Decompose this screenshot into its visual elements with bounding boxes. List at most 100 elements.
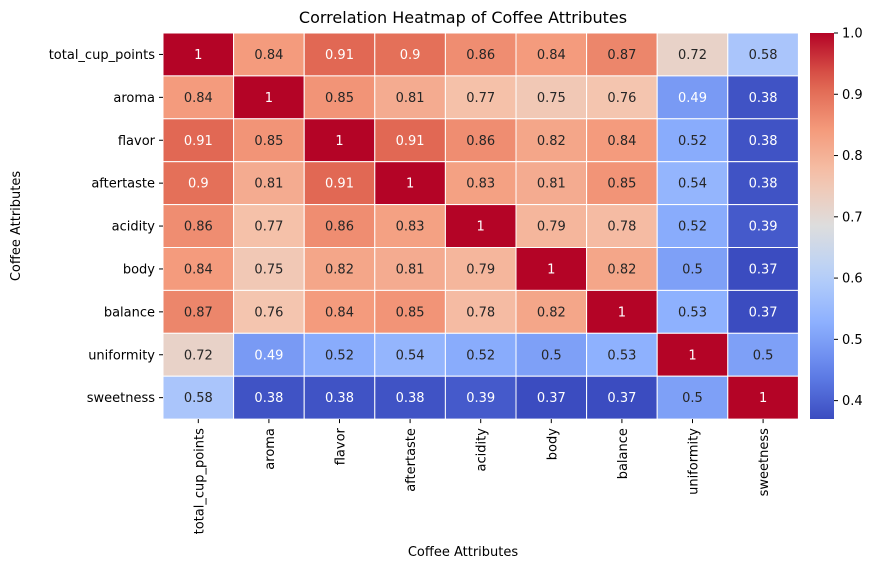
heatmap-cell-aroma-uniformity [656, 75, 729, 120]
cell-value-label: 0.83 [466, 177, 495, 192]
heatmap-cell-flavor-sweetness [727, 118, 799, 163]
cell-value-label: 1 [406, 177, 414, 192]
cell-value-label: 0.52 [678, 134, 707, 149]
heatmap-cell-acidity-flavor [303, 204, 376, 249]
heatmap-cell-uniformity-balance [586, 332, 658, 377]
x-tick-label: body [545, 428, 560, 460]
x-tick-label: aroma [263, 428, 278, 470]
cell-value-label: 0.85 [396, 305, 425, 320]
colorbar-tick-label: 0.7 [842, 210, 863, 225]
heatmap-cell-body-body [515, 247, 588, 291]
heatmap-cell-total_cup_points-uniformity [656, 32, 729, 77]
heatmap-cell-flavor-balance [586, 118, 658, 163]
cell-value-label: 0.54 [396, 348, 425, 363]
colorbar-gradient [810, 33, 834, 419]
cell-value-label: 0.75 [254, 262, 283, 277]
x-tick-label: acidity [475, 428, 490, 472]
heatmap-cell-sweetness-acidity [444, 375, 517, 420]
heatmap-cell-balance-aroma [233, 289, 305, 334]
heatmap-cell-uniformity-sweetness [727, 332, 799, 377]
heatmap-cell-total_cup_points-aroma [233, 32, 305, 77]
cell-value-label: 0.79 [466, 262, 495, 277]
heatmap-cell-acidity-sweetness [727, 204, 799, 249]
cell-value-label: 0.84 [325, 305, 354, 320]
heatmap-cell-total_cup_points-total_cup_points [162, 32, 235, 77]
cell-value-label: 0.58 [749, 48, 778, 63]
cell-value-label: 0.49 [254, 348, 283, 363]
cell-value-label: 1 [688, 348, 696, 363]
x-tick-label: uniformity [687, 428, 702, 495]
heatmap-cell-acidity-balance [586, 204, 658, 249]
y-tick-label: body [123, 262, 155, 277]
cell-value-label: 0.38 [396, 391, 425, 406]
cell-value-label: 0.82 [607, 262, 636, 277]
heatmap-cell-acidity-aftertaste [374, 204, 446, 249]
cell-value-label: 0.37 [537, 391, 566, 406]
cell-value-label: 0.38 [325, 391, 354, 406]
heatmap-cell-aroma-balance [586, 75, 658, 120]
cell-value-label: 0.72 [184, 348, 213, 363]
x-tick-label: sweetness [757, 428, 772, 497]
cell-value-label: 0.77 [466, 91, 495, 106]
heatmap-cell-aroma-sweetness [727, 75, 799, 120]
y-tick-label: flavor [118, 134, 156, 149]
heatmap-cell-uniformity-total_cup_points [162, 332, 235, 377]
heatmap-cell-body-acidity [444, 247, 517, 291]
cell-value-label: 0.38 [749, 177, 778, 192]
cell-value-label: 0.83 [396, 220, 425, 235]
cell-value-label: 0.37 [749, 305, 778, 320]
colorbar: 0.4 0.5 0.6 0.7 0.8 0.9 1.0 [810, 27, 863, 419]
x-tick-label: balance [616, 428, 631, 479]
chart-title: Correlation Heatmap of Coffee Attributes [299, 8, 627, 27]
cell-value-label: 0.91 [184, 134, 213, 149]
heatmap-cell-sweetness-body [515, 375, 588, 420]
heatmap-cell-body-flavor [303, 247, 376, 291]
y-tick-label: sweetness [87, 391, 156, 406]
cell-value-label: 0.49 [678, 91, 707, 106]
cell-value-label: 0.79 [537, 220, 566, 235]
cell-value-label: 0.77 [254, 220, 283, 235]
cell-value-label: 0.5 [753, 348, 774, 363]
cell-value-label: 1 [194, 48, 202, 63]
heatmap-cell-acidity-body [515, 204, 588, 249]
heatmap-cell-uniformity-flavor [303, 332, 376, 377]
cell-value-label: 0.82 [537, 134, 566, 149]
heatmap-cell-aftertaste-sweetness [727, 161, 799, 206]
heatmap-cell-balance-balance [586, 289, 658, 334]
cell-value-label: 0.54 [678, 177, 707, 192]
cell-value-label: 0.78 [466, 305, 495, 320]
y-tick-label: total_cup_points [49, 48, 156, 63]
heatmap-cell-flavor-acidity [444, 118, 517, 163]
heatmap-cell-total_cup_points-flavor [303, 32, 376, 77]
cell-value-label: 1 [477, 220, 485, 235]
cell-value-label: 0.58 [184, 391, 213, 406]
cell-value-label: 0.81 [396, 262, 425, 277]
cell-value-label: 0.81 [537, 177, 566, 192]
colorbar-tick-label: 0.8 [842, 149, 863, 164]
cell-value-label: 1 [265, 91, 273, 106]
heatmap-cell-flavor-flavor [303, 118, 376, 163]
heatmap-cell-uniformity-aftertaste [374, 332, 446, 377]
heatmap-cell-total_cup_points-body [515, 32, 588, 77]
cell-value-label: 0.39 [466, 391, 495, 406]
cell-value-label: 0.85 [325, 91, 354, 106]
cell-value-label: 0.86 [466, 48, 495, 63]
cell-value-label: 0.37 [607, 391, 636, 406]
heatmap-cell-uniformity-body [515, 332, 588, 377]
heatmap-cell-acidity-total_cup_points [162, 204, 235, 249]
heatmap-cell-flavor-aftertaste [374, 118, 446, 163]
heatmap-cells: 1 0.84 0.91 0.9 0.86 0.84 0.87 0.72 0.580.84 1 0.8… [162, 32, 799, 420]
x-tick-labels: total_cup_points aroma flavor aftertaste aci… [192, 419, 772, 534]
heatmap-cell-body-aroma [233, 247, 305, 291]
heatmap-cell-aftertaste-aftertaste [374, 161, 446, 206]
cell-value-label: 1 [547, 262, 555, 277]
y-tick-label: aftertaste [91, 177, 155, 192]
cell-value-label: 0.86 [325, 220, 354, 235]
cell-value-label: 0.38 [749, 134, 778, 149]
y-tick-label: acidity [112, 220, 156, 235]
cell-value-label: 1 [335, 134, 343, 149]
heatmap-cell-sweetness-flavor [303, 375, 376, 420]
cell-value-label: 0.87 [184, 305, 213, 320]
y-tick-label: balance [104, 305, 155, 320]
